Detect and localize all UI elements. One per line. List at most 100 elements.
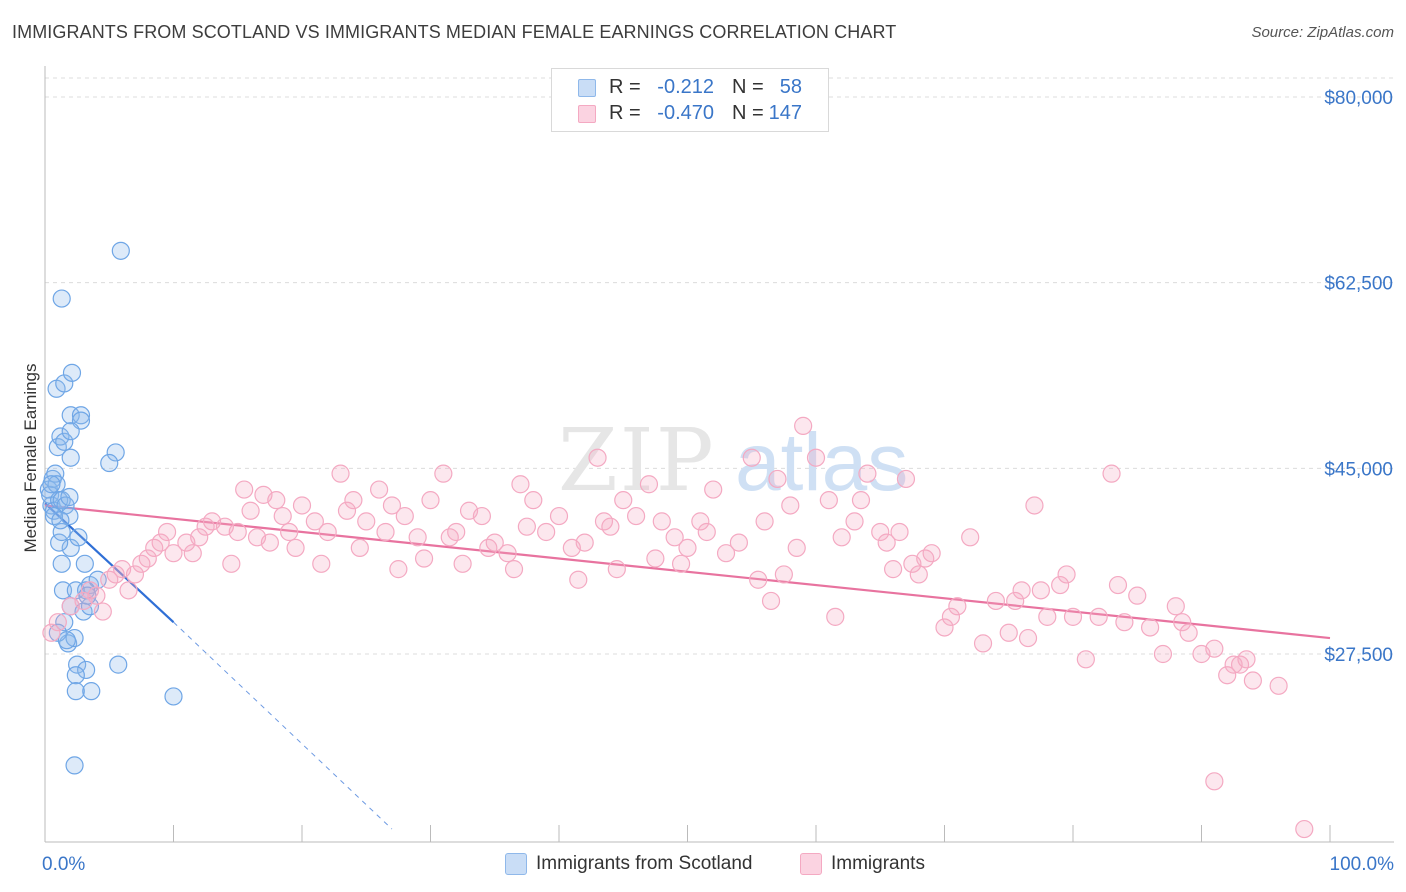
immigrants-point [896,469,916,489]
immigrants-point [350,538,369,558]
immigrants-point [511,475,530,494]
immigrants-point [1102,464,1121,483]
chart-title: IMMIGRANTS FROM SCOTLAND VS IMMIGRANTS M… [12,22,897,42]
immigrants-point [588,448,607,467]
immigrants-point [498,544,517,563]
immigrants-point [575,533,594,552]
immigrants-point [941,607,961,626]
immigrants-point [1063,607,1083,626]
correlation-legend: R = -0.212 N = 58 R = -0.470 N = 147 [551,68,829,132]
immigrants-point [1057,565,1076,584]
immigrants-point [973,634,993,653]
immigrants-point [1295,819,1314,839]
immigrants-point [890,522,909,542]
legend-row-scotland: R = -0.212 N = 58 [552,75,828,101]
immigrants-point [626,506,646,526]
immigrants-point [646,549,665,568]
series-legend-immigrants[interactable]: Immigrants [800,852,960,878]
tick-labels: $27,500 $45,000 $62,500 $80,000 0.0% 100.0% [42,88,1394,875]
series-swatch-immigrants [800,853,822,875]
trend-lines [44,502,1331,830]
immigrants-point [569,570,588,589]
immigrants-point [344,491,363,510]
immigrants-point [119,581,138,600]
series-label-scotland: Immigrants from Scotland [536,853,753,874]
immigrants-point [376,522,395,542]
immigrants-point [190,528,209,547]
legend-r-value: -0.470 [657,102,714,124]
immigrants-point [761,591,781,611]
immigrants-point [903,554,922,573]
immigrants-point [961,528,980,547]
scotland-point [62,363,82,382]
immigrants-point [1237,650,1256,669]
immigrants-point [434,464,453,483]
watermark-atlas: atlas [735,417,908,508]
immigrants-point [999,623,1018,642]
legend-n-value: 58 [779,76,802,98]
immigrants-point [504,560,524,579]
immigrants-point [1051,575,1070,595]
immigrants-point [607,560,626,579]
scotland-point [66,682,85,701]
chart-source: Source: ZipAtlas.com [1251,24,1394,41]
immigrants-point [357,512,376,531]
immigrants-point [858,464,877,483]
scotland-point [60,506,79,526]
immigrants-point [819,491,838,510]
immigrants-point [614,491,633,510]
immigrants-point [235,480,254,499]
immigrants-point [768,469,787,489]
immigrants-point [382,496,402,515]
immigrants-point [1025,496,1044,515]
scotland-point [60,487,79,507]
immigrants-point [183,544,202,563]
scotland-point [111,241,130,260]
immigrants-point [883,560,903,579]
immigrants-point [986,591,1006,611]
immigrants-point [652,512,671,531]
grid-lines [45,77,1394,655]
immigrants-point [93,602,112,621]
scotland-point [71,406,91,425]
scotland-point [57,631,76,650]
legend-r-label: R = [609,102,641,124]
scotland-point [51,511,70,530]
immigrants-point [845,512,864,531]
immigrants-point [164,544,183,563]
immigrants-point [453,554,472,573]
immigrants-point [1269,676,1288,695]
immigrants-point [370,480,389,499]
immigrants-point [794,416,813,435]
scotland-point [53,581,73,600]
series-swatch-scotland [505,853,527,875]
immigrants-point [286,538,305,558]
y-tick-label: $27,500 [1324,645,1393,666]
immigrants-point [877,533,896,552]
immigrants-point [472,506,491,526]
axes [44,66,1394,843]
legend-swatch-scotland [578,79,596,97]
scotland-point [61,422,80,441]
immigrants-point [267,491,286,510]
scotland-point [50,533,69,552]
immigrants-point [1140,618,1160,637]
scotland-point [61,448,80,467]
scotland-point [55,613,74,632]
points [39,241,1314,839]
immigrants-point [1173,613,1192,632]
series-label-immigrants: Immigrants [831,853,925,874]
scotland-point [109,655,128,674]
immigrants-point [671,554,691,573]
legend-swatch-immigrants [578,105,596,123]
watermark: ZIP atlas [558,411,908,511]
immigrants-point [1038,607,1057,626]
immigrants-point [639,475,659,494]
immigrants-point [1218,666,1237,685]
series-legend-scotland[interactable]: Immigrants from Scotland [505,852,795,878]
immigrants-point [787,538,806,558]
immigrants-point [42,623,61,642]
immigrants-point [678,538,697,558]
immigrants-point [826,607,845,626]
